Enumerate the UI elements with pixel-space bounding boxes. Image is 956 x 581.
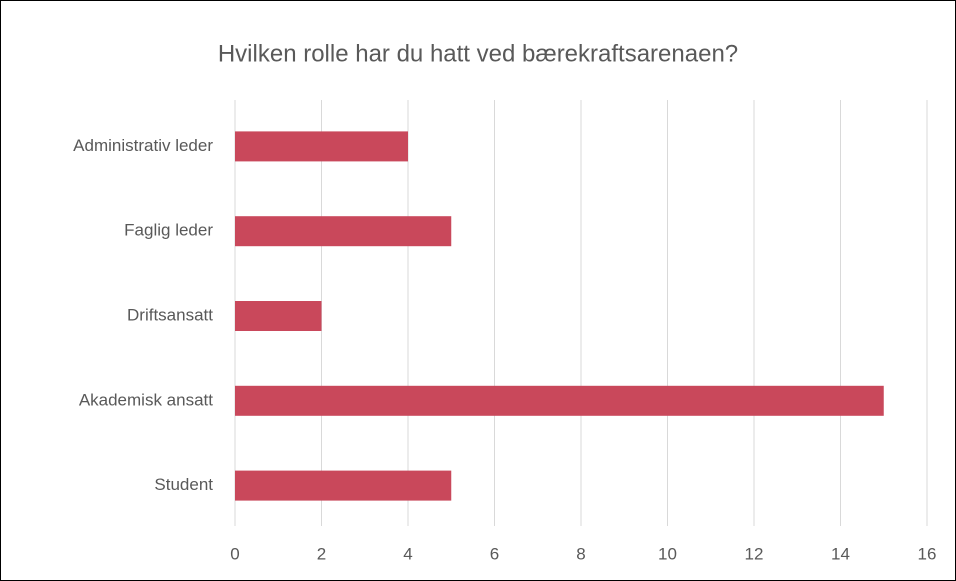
x-tick-label: 2 (317, 544, 326, 563)
x-tick-label: 8 (576, 544, 585, 563)
x-tick-label: 6 (490, 544, 499, 563)
x-tick-label: 4 (403, 544, 412, 563)
y-tick-label: Student (154, 475, 213, 494)
bar (235, 470, 452, 501)
bar (235, 216, 452, 247)
y-tick-label: Administrativ leder (73, 136, 213, 155)
x-tick-label: 12 (745, 544, 764, 563)
y-tick-label: Akademisk ansatt (79, 390, 213, 409)
y-tick-label: Faglig leder (124, 221, 213, 240)
chart-title: Hvilken rolle har du hatt ved bærekrafts… (218, 40, 738, 67)
x-tick-label: 10 (658, 544, 677, 563)
bar (235, 385, 884, 416)
bar (235, 131, 408, 162)
bar (235, 301, 322, 331)
x-tick-label: 0 (230, 544, 239, 563)
x-tick-label: 14 (831, 544, 850, 563)
x-tick-label: 16 (918, 544, 937, 563)
y-tick-label: Driftsansatt (127, 305, 213, 324)
